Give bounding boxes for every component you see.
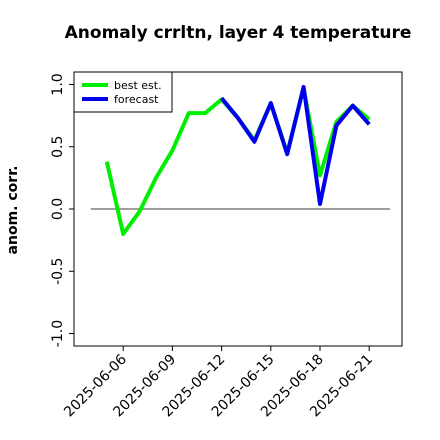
legend-box <box>73 71 173 113</box>
y-tick-label: 1.0 <box>50 73 66 95</box>
y-tick-label: 0.0 <box>50 198 66 220</box>
y-tick-label: -1.0 <box>50 320 66 347</box>
series-line <box>220 84 371 207</box>
legend-label: forecast <box>114 93 159 106</box>
y-tick-label: -0.5 <box>50 258 66 285</box>
legend-label: best est. <box>114 79 162 92</box>
y-tick-label: 0.5 <box>50 136 66 158</box>
y-axis-label: anom. corr. <box>5 166 21 255</box>
chart-title: Anomaly crrltn, layer 4 temperature <box>65 23 412 43</box>
